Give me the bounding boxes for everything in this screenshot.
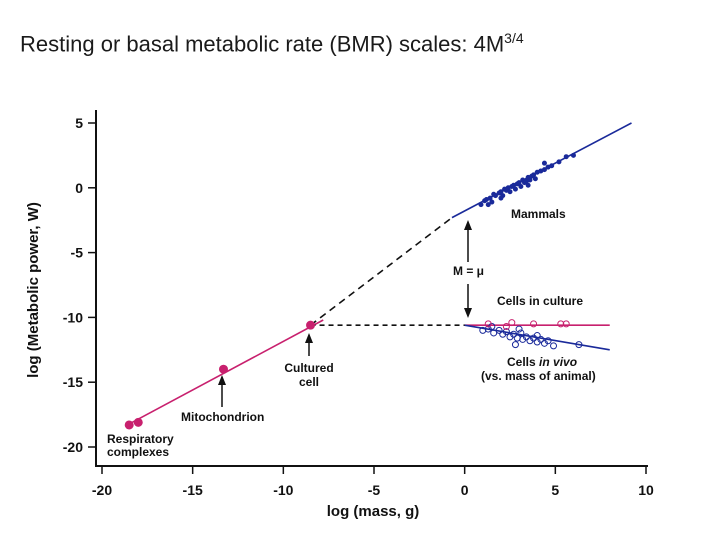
point-mammals [541, 167, 547, 173]
label-mammals: Mammals [511, 207, 566, 221]
point-mammals [549, 163, 555, 169]
point-mammals [563, 154, 569, 160]
title-text: Resting or basal metabolic rate (BMR) sc… [20, 31, 505, 57]
point-subcellular [218, 364, 228, 374]
point-cells_in_culture [530, 320, 538, 328]
data-points [124, 152, 583, 430]
point-cells_in_vivo [511, 341, 519, 349]
point-mammals [531, 172, 537, 178]
point-mammals [532, 176, 538, 182]
point-cells_in_vivo [537, 335, 545, 343]
point-cells_in_culture [502, 322, 510, 330]
point-cells_in_vivo [522, 333, 530, 341]
point-mammals [507, 189, 513, 195]
point-cells_in_vivo [515, 325, 523, 333]
x-axis-label: log (mass, g) [327, 503, 420, 520]
point-mammals [541, 160, 547, 166]
point-mammals [518, 184, 524, 190]
point-mammals [498, 189, 504, 195]
x-tick-label: -10 [273, 482, 293, 498]
label-respiratory-2: complexes [107, 445, 169, 459]
point-cells_in_vivo [544, 337, 552, 345]
point-cells_in_vivo [502, 328, 510, 336]
point-mammals [512, 186, 518, 192]
arrows [218, 220, 472, 407]
label-cells: Cells [507, 355, 539, 369]
point-subcellular [306, 320, 316, 330]
y-axis-label: log (Metabolic power, W) [25, 202, 42, 378]
point-mammals [478, 202, 484, 208]
x-tick-label: -20 [92, 482, 112, 498]
point-mammals [516, 180, 522, 186]
y-tick-label: 5 [75, 115, 83, 131]
slide-title: Resting or basal metabolic rate (BMR) sc… [20, 30, 524, 57]
point-cells_in_vivo [517, 329, 525, 337]
label-in-vivo: in vivo [539, 355, 577, 369]
label-cultured-cell-2: cell [299, 375, 319, 389]
y-tick-label: -20 [63, 439, 83, 455]
fit-line-cells_in_vivo [464, 324, 610, 351]
fit-line-extrapolation [310, 216, 453, 326]
label-cells-in-vivo: Cells in vivo [507, 355, 577, 369]
arrow-to-mammals-head [464, 220, 472, 230]
point-mammals [485, 202, 491, 208]
point-cells_in_vivo [490, 329, 498, 337]
label-cultured-cell-1: Cultured [284, 361, 333, 375]
point-cells_in_vivo [575, 341, 583, 349]
point-mammals [556, 159, 562, 165]
point-cells_in_culture [484, 320, 492, 328]
point-subcellular [133, 417, 143, 427]
x-tick-label: 10 [638, 482, 654, 498]
label-respiratory-1: Respiratory [107, 432, 174, 446]
y-tick-label: -5 [71, 245, 84, 261]
title-exponent: 3/4 [504, 30, 524, 46]
label-vs-mass: (vs. mass of animal) [481, 369, 596, 383]
point-cells_in_vivo [495, 326, 503, 334]
x-tick-label: -15 [183, 482, 203, 498]
point-subcellular [124, 420, 134, 430]
point-mammals [489, 199, 495, 205]
x-tick-label: 0 [461, 482, 469, 498]
point-cells_in_culture [557, 320, 565, 328]
label-cells-in-culture: Cells in culture [497, 294, 583, 308]
axes: 5 0 -5 -10 -15 -20 -20 -15 -10 -5 0 5 10 [63, 110, 654, 498]
x-tick-label: 5 [551, 482, 559, 498]
point-cells_in_vivo [533, 332, 541, 340]
x-tick-label: -5 [368, 482, 381, 498]
point-cells_in_culture [508, 319, 516, 327]
point-mammals [487, 195, 493, 201]
point-cells_in_vivo [550, 342, 558, 350]
label-mitochondrion: Mitochondrion [181, 410, 264, 424]
point-cells_in_culture [562, 320, 570, 328]
point-mammals [527, 177, 533, 183]
y-tick-label: -10 [63, 309, 83, 325]
point-mammals [492, 193, 498, 199]
point-mammals [525, 182, 531, 188]
arrow-to-cells-head [464, 308, 472, 318]
y-tick-label: -15 [63, 374, 83, 390]
arrow-mitochondrion-head [218, 375, 226, 385]
y-tick-label: 0 [75, 180, 83, 196]
point-mammals [498, 195, 504, 201]
point-mammals [570, 152, 576, 158]
point-cells_in_vivo [510, 330, 518, 338]
label-m-equals-mu: M = μ [453, 264, 484, 278]
arrow-cultured-cell-head [305, 333, 313, 343]
